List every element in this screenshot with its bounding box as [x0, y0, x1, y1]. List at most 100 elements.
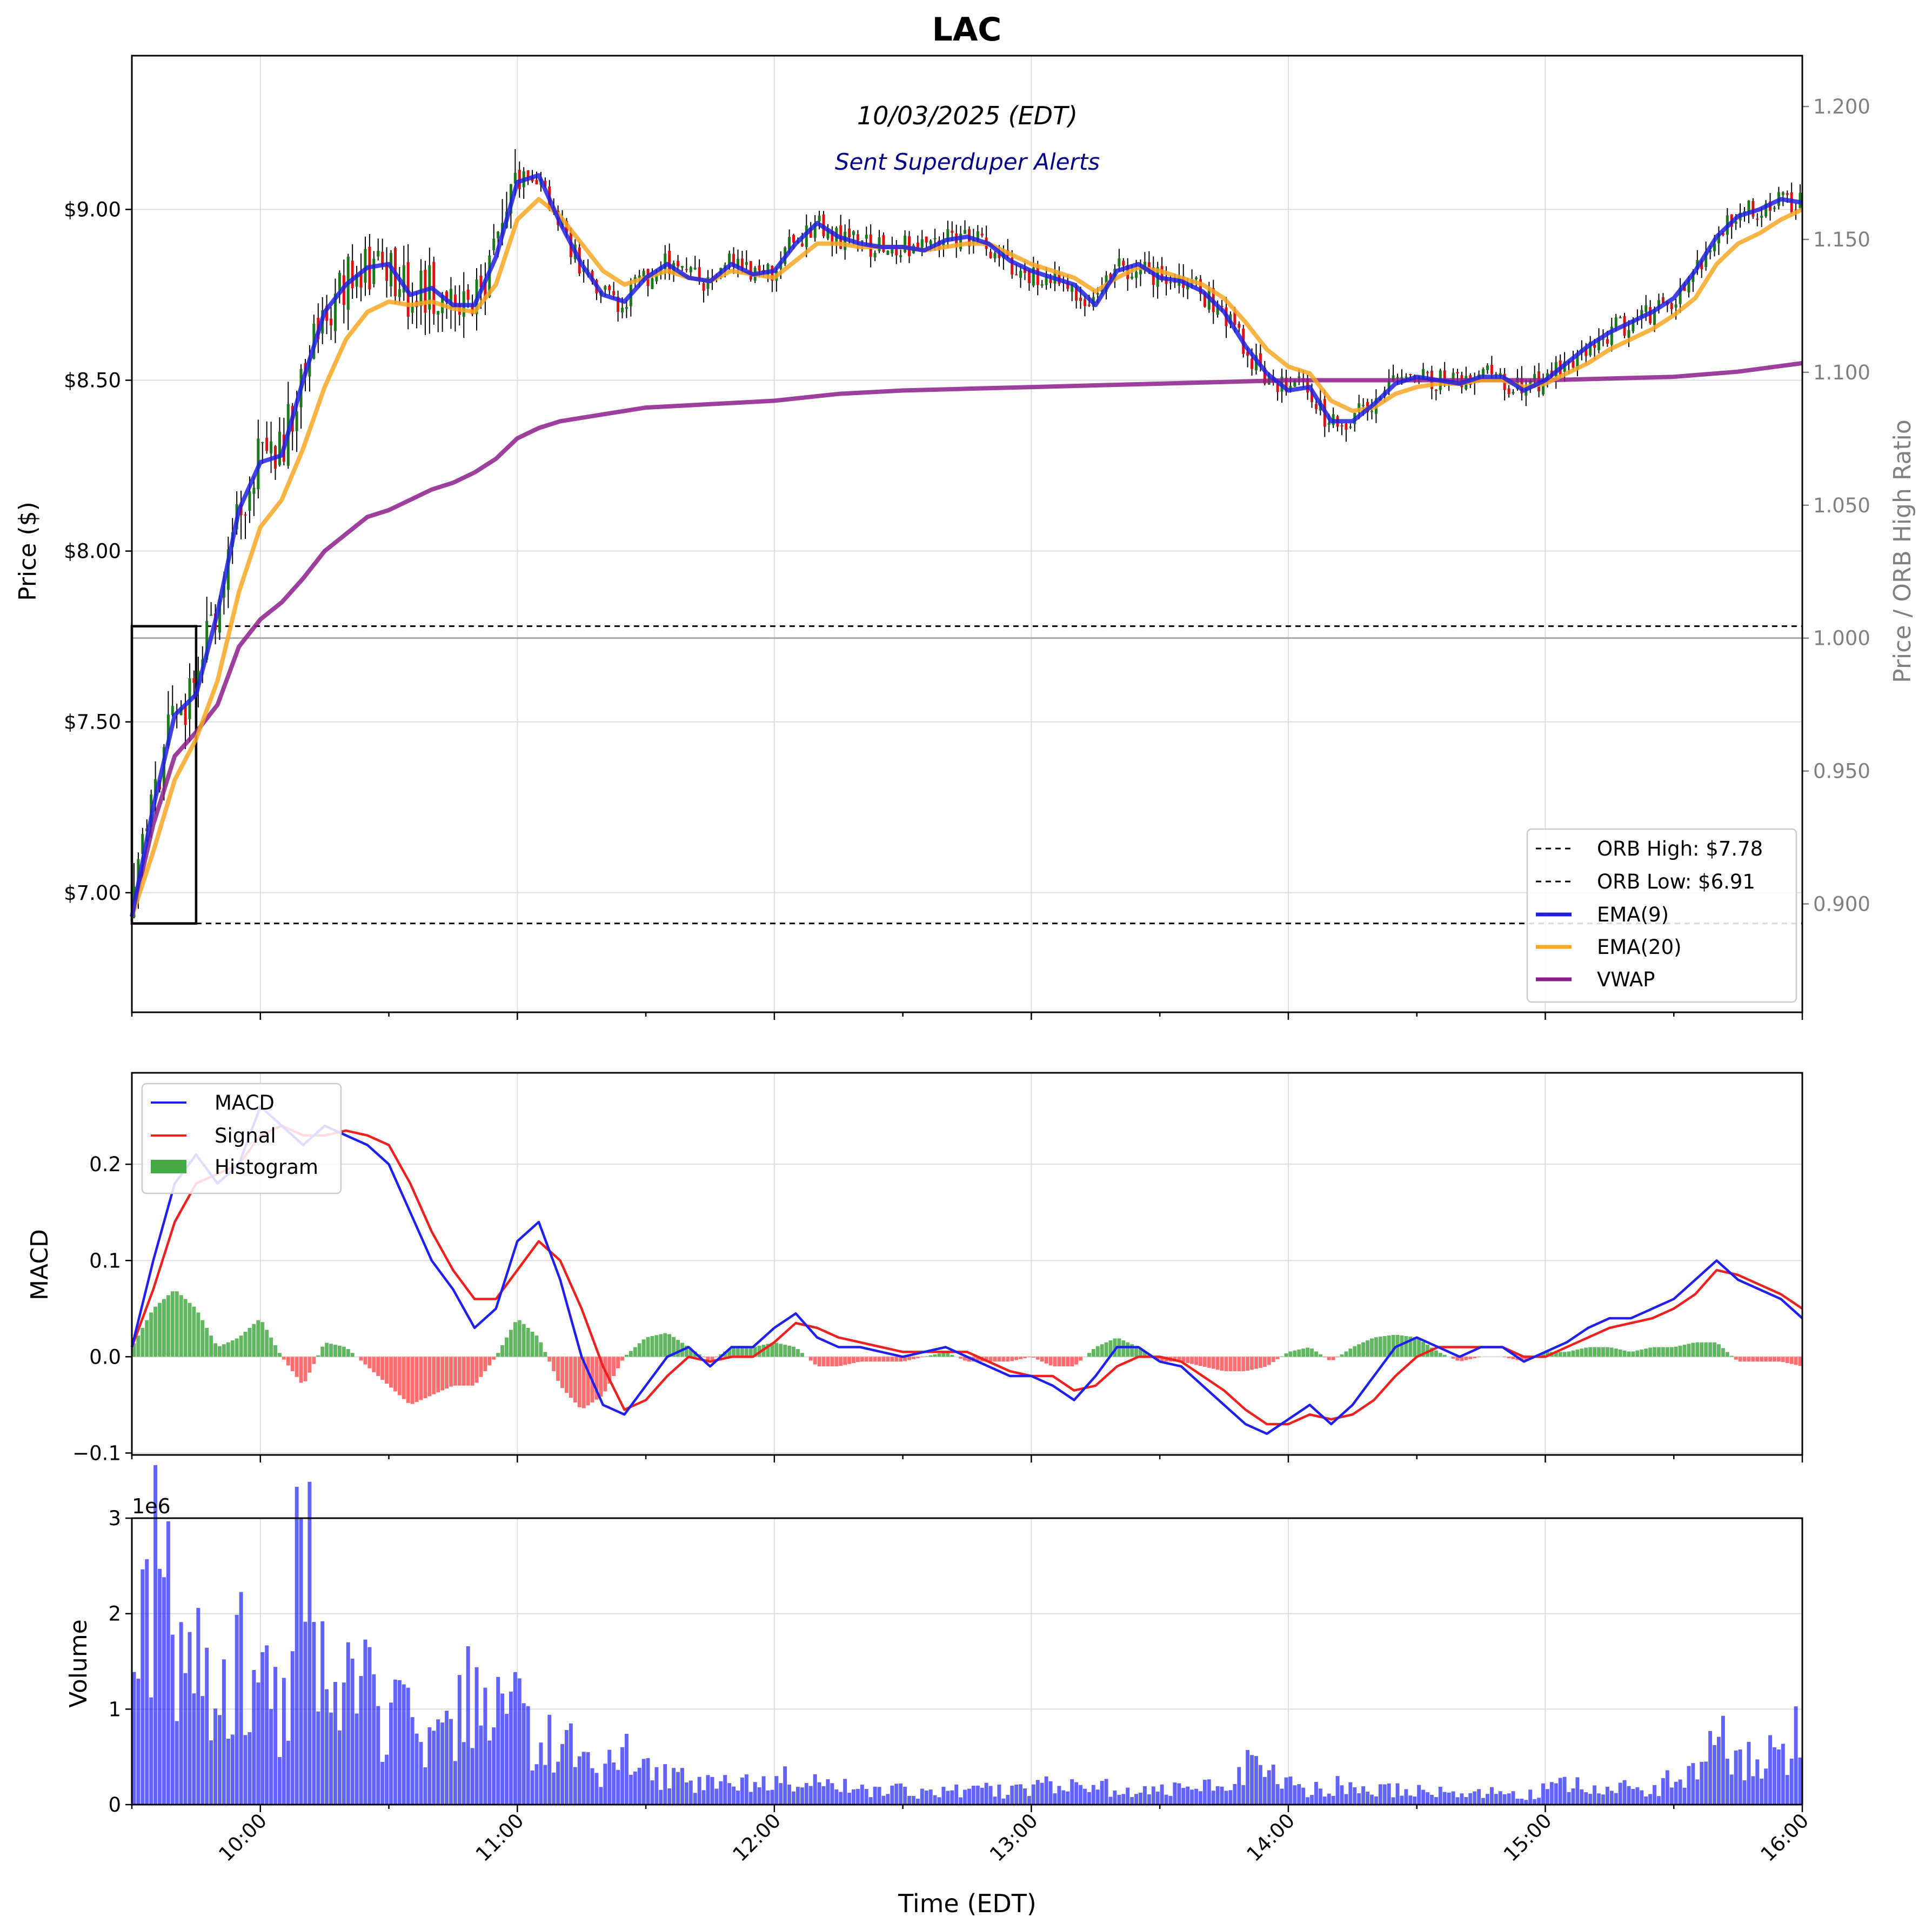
macd-histogram-bar	[1417, 1339, 1421, 1357]
candle-body	[1396, 377, 1399, 378]
legend-label-histogram: Histogram	[215, 1156, 318, 1179]
macd-histogram-bar	[839, 1357, 843, 1366]
volume-bar	[748, 1792, 753, 1805]
volume-bar	[1721, 1715, 1725, 1805]
macd-histogram-bar	[1142, 1351, 1147, 1357]
candle-body	[1704, 251, 1708, 268]
volume-bar	[1087, 1792, 1091, 1805]
candle-body	[333, 293, 337, 331]
candle-body	[1122, 261, 1125, 266]
macd-histogram-bar	[1074, 1357, 1079, 1365]
volume-bar	[1511, 1791, 1515, 1805]
macd-histogram-bar	[569, 1357, 573, 1398]
ratio-y-tick-label: 1.050	[1813, 494, 1870, 517]
macd-histogram-bar	[1678, 1345, 1682, 1357]
candle-body	[218, 599, 221, 633]
macd-histogram-bar	[1361, 1342, 1366, 1357]
candle-body	[1589, 341, 1592, 356]
volume-bar	[222, 1659, 226, 1805]
candle-body	[1751, 201, 1755, 217]
volume-bar	[1228, 1790, 1233, 1805]
candle-body	[1640, 310, 1643, 318]
macd-histogram-bar	[1524, 1357, 1528, 1361]
volume-bar	[629, 1774, 633, 1805]
volume-bar	[277, 1757, 282, 1805]
volume-bar	[1155, 1791, 1160, 1805]
alert-annotation: Sent Superduper Alerts	[835, 149, 1100, 175]
volume-bar	[843, 1779, 847, 1805]
macd-histogram-bar	[1661, 1347, 1665, 1357]
macd-histogram-bar	[1079, 1357, 1082, 1361]
volume-bar	[1434, 1797, 1438, 1805]
macd-histogram-bar	[307, 1357, 312, 1373]
volume-bar	[907, 1795, 911, 1805]
macd-histogram-bar	[1473, 1357, 1477, 1359]
macd-histogram-bar	[924, 1356, 928, 1357]
macd-legend: MACD Signal Histogram	[141, 1083, 342, 1194]
candle-body	[813, 223, 817, 238]
volume-bar	[795, 1787, 800, 1805]
volume-bar	[466, 1646, 470, 1805]
macd-histogram-bar	[1648, 1347, 1653, 1357]
volume-bar	[787, 1784, 792, 1805]
macd-y-tick-label: 0.2	[89, 1153, 121, 1176]
volume-bar	[1640, 1790, 1644, 1805]
volume-bar	[971, 1786, 975, 1805]
ratio-y-tick-label: 1.200	[1813, 95, 1870, 118]
volume-bar	[299, 1519, 303, 1805]
macd-histogram-bar	[607, 1357, 612, 1384]
macd-histogram-bar	[230, 1340, 235, 1357]
macd-histogram-bar	[1023, 1357, 1027, 1359]
candle-body	[1512, 392, 1515, 394]
volume-bar	[1593, 1785, 1597, 1805]
volume-bar	[1126, 1787, 1130, 1805]
candle-body	[933, 238, 937, 239]
volume-bar	[881, 1795, 886, 1805]
candle-body	[411, 306, 414, 313]
volume-bar	[1322, 1797, 1327, 1805]
volume-bar	[1528, 1789, 1533, 1805]
macd-histogram-bar	[1275, 1357, 1280, 1359]
candle-body	[252, 487, 256, 494]
macd-histogram-bar	[500, 1345, 505, 1357]
candle-body	[604, 286, 607, 290]
macd-histogram-bar	[1742, 1357, 1747, 1362]
volume-bar	[1442, 1792, 1447, 1805]
volume-bar	[1391, 1797, 1395, 1805]
volume-bar	[1413, 1797, 1417, 1805]
candle-body	[1135, 272, 1138, 278]
macd-histogram-bar	[1241, 1357, 1246, 1372]
macd-histogram-bar	[732, 1347, 736, 1357]
volume-bar	[1661, 1778, 1665, 1805]
volume-bar	[706, 1775, 710, 1805]
volume-bar	[903, 1786, 907, 1805]
macd-histogram-bar	[367, 1357, 372, 1368]
volume-bar	[813, 1774, 817, 1805]
candle-body	[359, 273, 363, 288]
candle-body	[1100, 289, 1104, 292]
candle-body	[535, 179, 538, 185]
candle-body	[946, 229, 950, 241]
candle-body	[904, 236, 907, 252]
macd-histogram-bar	[1010, 1357, 1014, 1361]
volume-bar	[1057, 1786, 1061, 1805]
candle-body	[1358, 403, 1361, 411]
macd-histogram-bar	[1562, 1352, 1567, 1357]
volume-bar	[1426, 1792, 1429, 1805]
candle-body	[693, 268, 697, 270]
volume-bar	[710, 1777, 714, 1805]
volume-bar	[783, 1766, 787, 1805]
candle-body	[677, 261, 680, 266]
candle-body	[758, 265, 761, 271]
macd-histogram-bar	[346, 1349, 350, 1357]
macd-histogram-bar	[1387, 1335, 1391, 1357]
volume-bar	[1173, 1782, 1177, 1805]
macd-histogram-bar	[1344, 1351, 1348, 1357]
volume-bar	[740, 1777, 744, 1805]
volume-bar	[1202, 1780, 1207, 1805]
volume-bar	[779, 1783, 783, 1805]
macd-histogram-bar	[153, 1306, 158, 1357]
volume-bar	[1614, 1793, 1618, 1805]
volume-bar	[333, 1682, 337, 1805]
